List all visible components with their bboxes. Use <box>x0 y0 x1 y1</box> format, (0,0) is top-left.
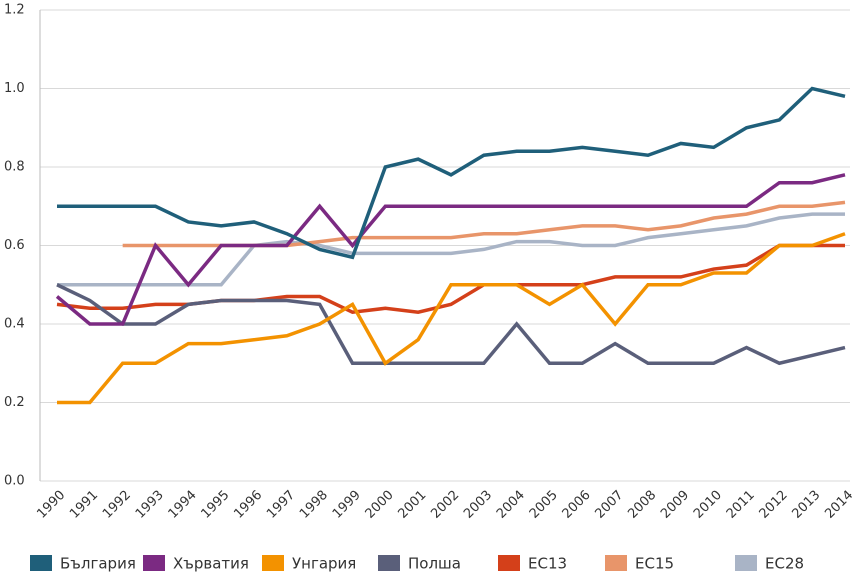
y-tick-label: 0.0 <box>4 474 25 489</box>
x-tick-label: 2007 <box>592 488 626 522</box>
legend-label: ЕС28 <box>765 555 804 573</box>
series-line <box>56 283 846 366</box>
y-tick-label: 0.8 <box>4 160 25 175</box>
x-tick-label: 1994 <box>166 488 200 522</box>
x-tick-label: 1996 <box>231 488 265 522</box>
x-tick-label: 2009 <box>658 488 692 522</box>
y-tick-label: 0.2 <box>4 395 25 410</box>
x-tick-label: 2005 <box>527 488 561 522</box>
x-tick-label: 2000 <box>363 488 397 522</box>
y-tick-label: 1.2 <box>4 3 25 18</box>
x-tick-label: 1995 <box>198 488 232 522</box>
x-tick-label: 1999 <box>330 488 364 522</box>
x-tick-label: 2002 <box>428 488 462 522</box>
x-tick-label: 2011 <box>724 488 758 522</box>
legend-label: България <box>60 555 136 573</box>
x-tick-label: 2010 <box>691 488 725 522</box>
x-tick-label: 2003 <box>461 488 495 522</box>
x-tick-label: 1992 <box>100 488 134 522</box>
x-tick-label: 2006 <box>560 488 594 522</box>
x-tick-label: 2013 <box>789 488 823 522</box>
x-tick-label: 2008 <box>625 488 659 522</box>
legend-label: ЕС13 <box>528 555 567 573</box>
legend-label: Полша <box>408 555 461 573</box>
x-tick-label: 1991 <box>67 488 101 522</box>
legend-swatch <box>735 555 757 571</box>
legend-swatch <box>143 555 165 571</box>
y-tick-label: 1.0 <box>4 81 25 96</box>
x-tick-label: 2012 <box>757 488 791 522</box>
legend-label: Хърватия <box>173 555 249 573</box>
x-tick-label: 2001 <box>395 488 429 522</box>
legend-swatch <box>605 555 627 571</box>
y-tick-label: 0.4 <box>4 317 25 332</box>
series-line <box>57 86 846 260</box>
series-line <box>57 232 846 405</box>
x-tick-label: 1998 <box>297 488 331 522</box>
x-tick-label: 2004 <box>494 488 528 522</box>
legend-swatch <box>262 555 284 571</box>
series-line <box>56 243 845 315</box>
x-tick-label: 2014 <box>822 488 856 522</box>
legend-label: Унгария <box>292 555 356 573</box>
x-tick-label: 1990 <box>34 488 68 522</box>
y-tick-label: 0.6 <box>4 238 25 253</box>
legend-label: ЕС15 <box>635 555 674 573</box>
legend-swatch <box>498 555 520 571</box>
x-tick-label: 1993 <box>133 488 167 522</box>
series-line <box>55 173 846 326</box>
legend-swatch <box>30 555 52 571</box>
x-tick-label: 1997 <box>264 488 298 522</box>
legend-swatch <box>378 555 400 571</box>
